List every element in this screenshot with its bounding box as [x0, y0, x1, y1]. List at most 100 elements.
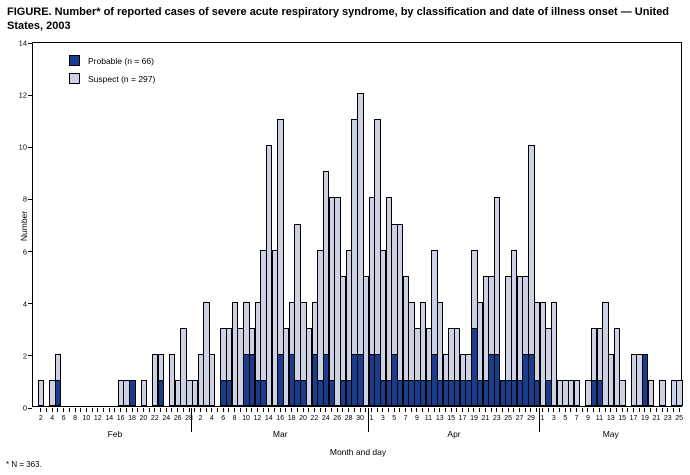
x-axis-tick — [51, 408, 53, 412]
x-axis-tick — [644, 408, 646, 412]
x-axis-tick — [177, 408, 179, 412]
x-axis-day-label: 2 — [198, 415, 203, 422]
x-axis-tick — [484, 408, 486, 412]
x-axis-tick — [120, 408, 122, 412]
x-axis-tick — [382, 408, 384, 412]
bar-segment-suspect — [38, 379, 45, 406]
plot-area: Probable (n = 66) Suspect (n = 297) Numb… — [19, 39, 683, 458]
bar-segment-probable — [129, 379, 136, 406]
x-axis-tick — [376, 408, 378, 412]
x-axis-day-label: 25 — [675, 415, 684, 422]
x-axis-tick — [678, 408, 680, 412]
x-axis-tick — [91, 408, 93, 412]
x-axis-tick — [274, 408, 275, 412]
bar-segment-suspect — [55, 353, 62, 381]
x-axis-tick — [570, 408, 572, 412]
x-axis-day-label: 2 — [38, 415, 43, 422]
month-separator — [191, 408, 193, 432]
x-axis-tick — [496, 408, 498, 412]
x-axis-tick — [650, 408, 652, 412]
bar-segment-suspect — [647, 379, 655, 406]
x-axis-day-label: 30 — [356, 415, 364, 422]
probable-swatch — [69, 55, 80, 66]
x-axis-tick — [399, 408, 401, 412]
x-axis-tick — [473, 408, 475, 412]
bar-segment-suspect — [374, 119, 381, 355]
month-label: Feb — [107, 429, 123, 439]
x-axis-tick — [604, 408, 606, 412]
y-axis-tick-label: 8 — [22, 194, 27, 204]
x-axis-day-label: 5 — [392, 415, 397, 422]
y-axis-tick-label: 10 — [18, 142, 27, 152]
x-axis-day-label: 11 — [424, 415, 433, 422]
bar-segment-suspect — [169, 353, 176, 406]
month-label: Mar — [272, 429, 288, 439]
y-axis-tick — [28, 146, 32, 148]
x-axis-day-label: 13 — [435, 415, 444, 422]
bar-segment-probable — [642, 353, 649, 406]
x-axis-tick — [370, 408, 372, 412]
x-axis-tick — [615, 408, 617, 412]
x-axis-tick — [359, 408, 361, 412]
x-axis-tick — [319, 408, 321, 412]
x-axis-day-label: 28 — [344, 415, 353, 422]
x-axis-title: Month and day — [329, 447, 387, 457]
x-axis-tick — [291, 408, 293, 412]
x-axis-tick — [536, 408, 538, 412]
x-axis-tick — [541, 408, 543, 412]
x-axis-day-label: 7 — [574, 415, 579, 422]
x-axis-tick — [40, 408, 42, 412]
bar-segment-suspect — [471, 249, 478, 329]
x-axis-tick — [450, 408, 452, 412]
y-axis-tick-label: 2 — [22, 351, 27, 361]
x-axis-day-label: 15 — [447, 415, 456, 422]
x-axis-day-label: 14 — [264, 415, 273, 422]
bar-segment-suspect — [613, 327, 620, 406]
x-axis-tick — [160, 408, 162, 412]
x-axis-day-label: 19 — [641, 415, 649, 422]
y-axis-tick-label: 0 — [22, 403, 27, 413]
x-axis-tick — [467, 408, 469, 412]
x-axis-tick — [262, 408, 264, 412]
x-axis-day-label: 8 — [73, 415, 77, 422]
x-axis-day-label: 9 — [586, 415, 590, 422]
x-axis-tick — [336, 408, 338, 412]
y-axis-tick — [28, 407, 32, 409]
x-axis-tick — [285, 408, 287, 412]
bar-segment-suspect — [140, 379, 147, 406]
x-axis-tick — [342, 408, 344, 412]
x-axis-tick — [268, 408, 270, 412]
x-axis-day-label: 6 — [61, 415, 66, 422]
x-axis-day-label: 17 — [458, 415, 467, 422]
x-axis-tick — [405, 408, 407, 412]
x-axis-day-label: 8 — [232, 415, 237, 422]
x-axis-tick — [558, 408, 560, 412]
legend: Probable (n = 66) Suspect (n = 297) — [69, 55, 155, 91]
x-axis-tick — [638, 408, 640, 412]
x-axis-tick — [313, 408, 315, 412]
footnote: * N = 363. — [6, 460, 42, 469]
x-axis-day-label: 3 — [380, 415, 385, 422]
x-axis-tick — [63, 408, 65, 412]
x-axis-day-label: 20 — [139, 415, 148, 422]
bar-segment-suspect — [357, 93, 364, 355]
x-axis-tick — [422, 408, 424, 412]
y-axis-tick — [28, 303, 32, 305]
x-axis-tick — [137, 408, 139, 412]
x-axis-tick — [627, 408, 629, 412]
x-axis-tick — [239, 408, 241, 412]
x-axis-day-label: 4 — [209, 415, 214, 422]
x-axis-tick — [633, 408, 635, 412]
x-axis-tick — [410, 408, 412, 412]
bar-segment-suspect — [180, 327, 187, 406]
x-axis-day-label: 23 — [663, 415, 672, 422]
x-axis-tick — [524, 408, 526, 412]
month-label: May — [602, 429, 619, 439]
bar-segment-suspect — [528, 145, 535, 355]
x-axis-day-label: 7 — [403, 415, 408, 422]
bar-segment-suspect — [277, 119, 284, 355]
x-axis-tick — [507, 408, 509, 412]
x-axis-day-label: 25 — [504, 415, 513, 422]
x-axis-tick — [211, 408, 213, 412]
x-axis-day-label: 11 — [595, 415, 603, 422]
